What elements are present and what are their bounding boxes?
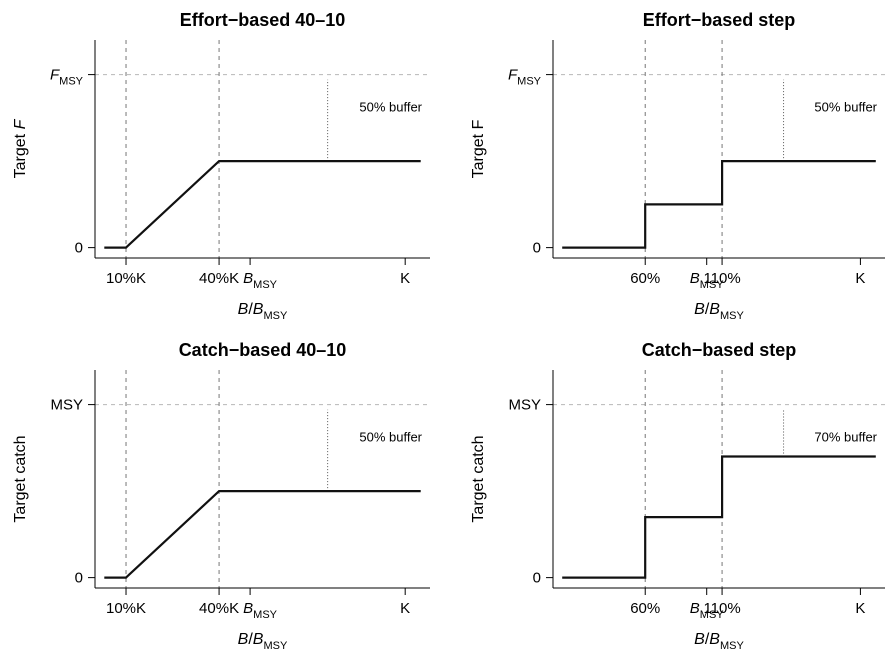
y-tick-label: 0: [75, 570, 83, 587]
control-rule-line: [104, 490, 421, 579]
y-axis-title: Target catch: [470, 435, 487, 522]
x-axis-title: B/BMSY: [694, 631, 744, 652]
buffer-label: 50% buffer: [814, 100, 877, 115]
y-tick-label: MSY: [50, 397, 83, 414]
chart-title: Effort−based 40–10: [180, 10, 346, 30]
control-rule-line: [562, 160, 876, 249]
x-tick-label: 60%: [630, 600, 660, 617]
y-tick-label: 0: [533, 240, 541, 257]
y-axis-title: Target F: [470, 119, 487, 178]
x-tick-label: 10%K: [106, 270, 146, 287]
chart-panel-2: Effort−based step 50% buffer 0 FMSY 60% BMSY1…: [470, 10, 885, 322]
x-tick-label: 110%: [703, 270, 740, 287]
x-tick-label: 10%K: [106, 600, 146, 617]
x-tick-label: 60%: [630, 270, 660, 287]
y-tick-label: FMSY: [508, 67, 542, 88]
x-axis-title: B/BMSY: [694, 301, 744, 322]
x-tick-label: BMSY: [690, 270, 725, 291]
x-tick-label: K: [855, 270, 865, 287]
chart-title: Catch−based step: [642, 340, 797, 360]
control-rule-line: [562, 455, 876, 579]
control-rule-line: [104, 160, 421, 249]
buffer-label: 70% buffer: [814, 430, 877, 445]
y-tick-label: MSY: [508, 397, 541, 414]
x-tick-label: K: [400, 600, 410, 617]
y-tick-label: 0: [533, 570, 541, 587]
y-axis-title: Target F: [12, 118, 29, 178]
chart-title: Catch−based 40–10: [179, 340, 347, 360]
x-axis-title: B/BMSY: [238, 631, 288, 652]
buffer-label: 50% buffer: [359, 100, 422, 115]
x-tick-label: 40%K: [199, 270, 239, 287]
x-tick-label: BMSY: [243, 600, 278, 621]
chart-title: Effort−based step: [643, 10, 796, 30]
x-tick-label: 110%: [703, 600, 740, 617]
y-tick-label: 0: [75, 240, 83, 257]
x-tick-label: K: [400, 270, 410, 287]
x-axis-title: B/BMSY: [238, 301, 288, 322]
x-tick-label: BMSY: [690, 600, 725, 621]
chart-panel-1: Effort−based 40–10 50% buffer 0 FMSY 10%K 40%…: [12, 10, 430, 322]
x-tick-label: K: [855, 600, 865, 617]
y-axis-title: Target catch: [12, 435, 29, 522]
y-tick-label: FMSY: [50, 67, 84, 88]
x-tick-label: 40%K: [199, 600, 239, 617]
chart-panel-4: Catch−based step 70% buffer 0 MSY 60% BMSY110…: [470, 340, 885, 652]
x-tick-label: BMSY: [243, 270, 278, 291]
buffer-label: 50% buffer: [359, 430, 422, 445]
